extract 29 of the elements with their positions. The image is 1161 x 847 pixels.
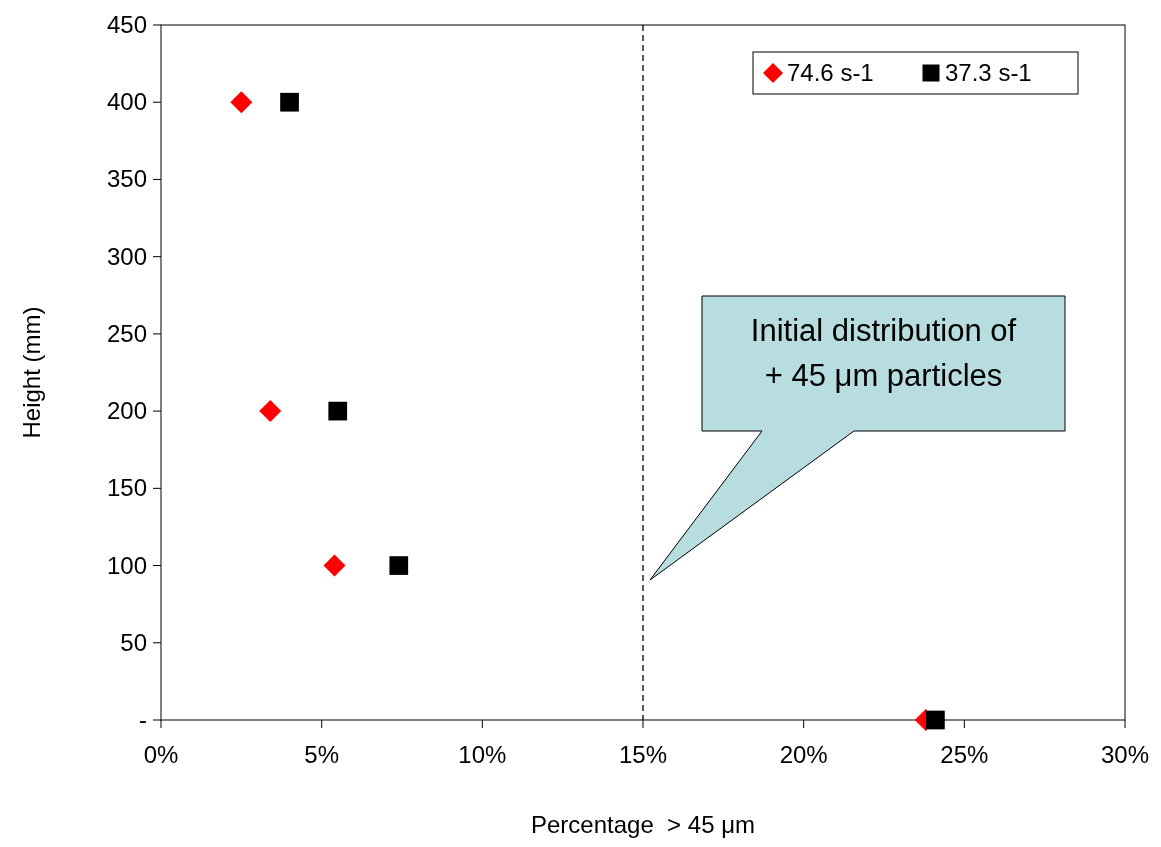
y-axis-title: Height (mm) [18,306,45,439]
y-tick-label: 450 [106,11,147,38]
point [323,554,346,577]
y-tick-label: 200 [106,397,147,425]
point [259,400,282,423]
y-tick-label: - [139,706,147,733]
point [926,710,945,730]
annotation: Initial distribution of + 45 μm particles [750,313,1017,393]
y-tick-label: 50 [120,628,147,656]
x-tick-label: 30% [1100,741,1150,768]
y-tick-label: 150 [106,474,147,502]
x-tick-label: 20% [779,741,828,768]
point [230,91,253,114]
point [328,401,348,421]
legend-label: 37.3 s-1 [945,59,1032,86]
x-tick-label: 25% [940,741,989,768]
x-tick-label: 5% [304,741,340,768]
x-tick-label: 0% [143,741,179,768]
y-tick-label: 250 [106,319,147,347]
x-tick-label: 15% [618,741,668,768]
legend-label: 74.6 s-1 [787,59,874,86]
y-tick-label: 400 [106,88,147,116]
x-tick-label: 10% [458,741,507,768]
point [280,92,299,112]
y-tick-label: 350 [106,165,147,193]
y-tick-label: 300 [106,242,147,270]
y-tick-label: 100 [106,551,147,579]
x-axis-title: Percentage > 45 μm [531,811,755,838]
point [389,556,409,575]
